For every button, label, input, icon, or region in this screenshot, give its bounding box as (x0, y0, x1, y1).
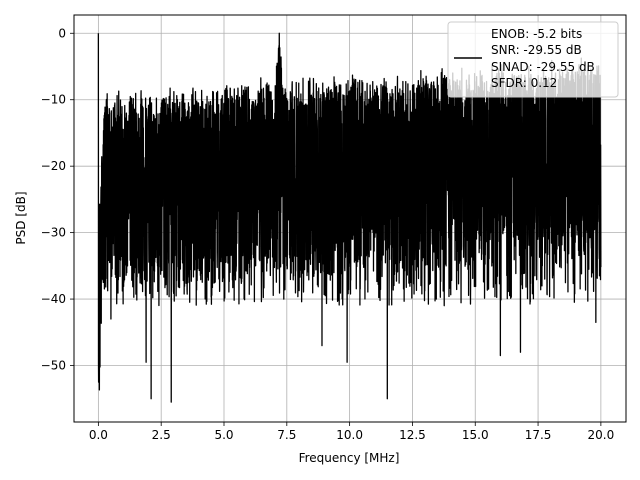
legend-line-enob: ENOB: -5.2 bits (491, 27, 582, 41)
x-tick-label: 12.5 (399, 428, 426, 442)
x-tick-label: 20.0 (588, 428, 615, 442)
legend-box (447, 21, 619, 98)
psd-series-line (97, 32, 602, 403)
y-axis-label: PSD [dB] (14, 191, 28, 244)
x-tick-label: 17.5 (525, 428, 552, 442)
legend: ENOB: -5.2 bits SNR: -29.55 dB SINAD: -2… (447, 21, 619, 98)
legend-line-sfdr: SFDR: 0.12 (491, 76, 557, 90)
y-axis-ticks: 0 −10 −20 −30 −40 −50 (41, 26, 74, 373)
x-tick-label: 2.5 (152, 428, 171, 442)
x-tick-label: 15.0 (462, 428, 489, 442)
legend-line-sinad: SINAD: -29.55 dB (491, 60, 595, 74)
y-tick-label: −10 (41, 93, 66, 107)
psd-trace (97, 32, 602, 403)
x-tick-label: 0.0 (89, 428, 108, 442)
y-tick-label: −20 (41, 159, 66, 173)
y-tick-label: 0 (58, 26, 66, 40)
legend-line-snr: SNR: -29.55 dB (491, 43, 582, 57)
x-axis-ticks: 0.0 2.5 5.0 7.5 10.0 12.5 15.0 17.5 20.0 (89, 422, 614, 442)
x-tick-label: 7.5 (277, 428, 296, 442)
x-axis-label: Frequency [MHz] (299, 451, 400, 465)
y-tick-label: −40 (41, 292, 66, 306)
y-tick-label: −30 (41, 226, 66, 240)
x-tick-label: 10.0 (336, 428, 363, 442)
y-tick-label: −50 (41, 359, 66, 373)
x-tick-label: 5.0 (214, 428, 233, 442)
